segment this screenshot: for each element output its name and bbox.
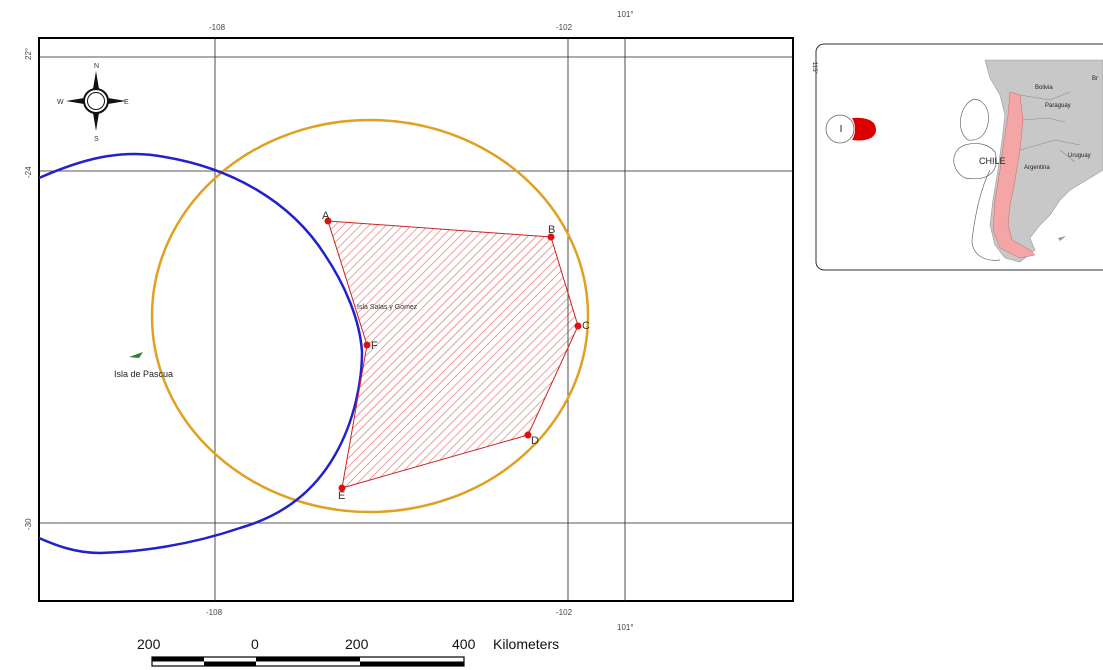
scale-label-400: 400 xyxy=(452,636,476,652)
vertex-label-a: A xyxy=(322,210,330,222)
inset-side-tick: 115° xyxy=(811,62,817,75)
left-tick-24: -24 xyxy=(24,166,33,178)
top-tick-102: -102 xyxy=(556,23,573,32)
inset-label-chile: CHILE xyxy=(979,156,1006,166)
left-tick-30: -30 xyxy=(24,518,33,530)
eez-boundary-isla-de-pascua xyxy=(39,152,364,555)
inset-label-brazil: Br xyxy=(1092,76,1098,82)
vertex-label-f: F xyxy=(371,340,378,352)
island-label-salas-y-gomez: Isla Salas y Gómez xyxy=(357,304,418,311)
inset-label-paraguay: Paraguay xyxy=(1045,103,1071,109)
vertex-a xyxy=(324,217,332,225)
inset-chile-highlight xyxy=(992,91,1036,259)
left-tick-22: 22° xyxy=(24,48,33,60)
bottom-tick-101: 101° xyxy=(617,623,634,632)
polygon-vertices xyxy=(324,217,582,492)
bottom-tick-102: -102 xyxy=(556,608,573,617)
compass-w: W xyxy=(57,99,64,106)
vertex-label-c: C xyxy=(582,320,590,332)
vertex-d xyxy=(524,431,532,439)
inset-locator-map: Bolivia Paraguay Argentina Uruguay Br CH… xyxy=(811,43,1103,271)
vertex-label-b: B xyxy=(548,224,555,236)
vertex-b xyxy=(547,233,555,241)
inset-label-bolivia: Bolivia xyxy=(1035,85,1053,91)
island-label-isla-de-pascua: Isla de Pascua xyxy=(114,369,173,379)
scale-unit: Kilometers xyxy=(493,636,559,652)
scale-label-200-left: 200 xyxy=(137,636,161,652)
inset-easter-island-eez xyxy=(825,114,855,144)
scale-label-0: 0 xyxy=(251,636,259,652)
island-isla-de-pascua xyxy=(129,352,143,358)
vertex-f xyxy=(363,341,371,349)
vertex-e xyxy=(338,484,346,492)
top-tick-108: -108 xyxy=(209,23,226,32)
top-tick-101: 101° xyxy=(617,10,634,19)
inset-label-argentina: Argentina xyxy=(1024,165,1050,171)
bottom-tick-108: -108 xyxy=(206,608,223,617)
vertex-label-e: E xyxy=(338,490,345,502)
compass-s: S xyxy=(94,136,99,143)
inset-salas-y-gomez-zone xyxy=(852,117,876,141)
eez-circle-salas-y-gomez xyxy=(150,118,590,514)
compass-rose-icon: N S E W xyxy=(57,63,129,143)
vertex-label-d: D xyxy=(531,435,539,447)
compass-n: N xyxy=(94,63,99,70)
vertex-c xyxy=(574,322,582,330)
inset-label-uruguay: Uruguay xyxy=(1068,153,1091,159)
scale-bar: 200 0 200 400 Kilometers xyxy=(137,636,559,667)
compass-e: E xyxy=(124,99,129,106)
scale-label-200-right: 200 xyxy=(345,636,369,652)
